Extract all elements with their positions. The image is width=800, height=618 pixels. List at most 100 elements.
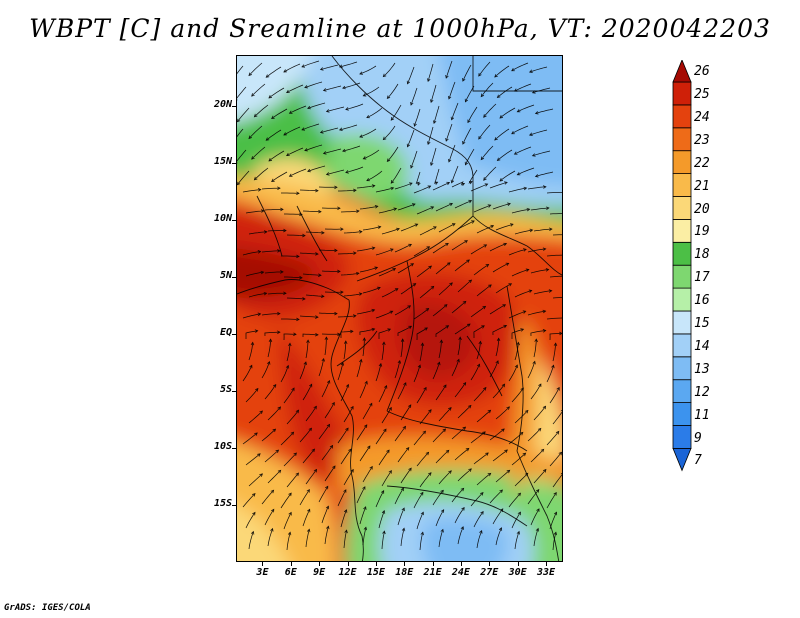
streamline [552,297,562,299]
streamline-arrow [434,181,439,185]
streamline-arrow [250,530,255,535]
streamline-arrow [422,430,427,435]
streamline-arrow [363,526,368,531]
streamline-arrow [302,297,306,301]
streamline [549,387,560,404]
streamline-arrow [424,327,428,331]
streamline-arrow [517,492,522,497]
streamline [302,384,313,401]
streamline-arrow [288,173,293,177]
streamline [514,342,519,361]
streamline [283,452,297,467]
streamline [532,150,551,157]
streamline [457,526,464,545]
lon-tick-mark [460,562,462,566]
streamline [451,240,468,251]
streamline [359,65,377,75]
streamline [432,428,446,443]
streamline [299,427,312,443]
streamline [532,87,551,94]
streamline [416,452,429,467]
streamline [435,262,451,275]
streamline [299,315,319,318]
streamline [448,144,456,163]
streamline-arrow [538,383,542,387]
map-plot-area [236,55,563,562]
streamline [514,473,529,487]
colorbar [672,60,692,472]
streamline-arrow [466,323,471,327]
streamline [407,129,415,147]
streamline-arrow [525,268,530,272]
streamline-arrow [428,409,432,413]
streamline-arrow [386,95,391,99]
streamline-arrow [490,224,495,229]
colorbar-label: 22 [694,155,710,171]
streamline-arrow [483,114,487,118]
streamline [499,107,516,119]
streamline [299,489,310,506]
streamline [264,331,280,337]
streamline-arrow [542,405,547,410]
streamline-arrow [377,286,381,291]
streamline-arrow [494,137,498,141]
streamline [552,411,562,425]
streamline-arrow [388,406,392,411]
streamline-arrow [382,530,386,535]
streamline [265,66,282,78]
streamline-arrow [268,338,273,343]
streamline-arrow [389,248,394,252]
streamline [267,339,271,358]
streamline-arrow [325,172,330,176]
streamline-arrow [325,505,330,510]
streamline-arrow [406,143,411,148]
streamline [343,293,362,297]
streamline-arrow [288,492,292,497]
streamline [242,365,253,382]
streamline-arrow [356,209,360,214]
streamline-arrow [440,509,445,513]
colorbar-swatch [672,287,692,312]
streamline-arrow [499,508,504,512]
streamline-arrow [461,506,465,511]
colorbar-swatch [672,379,692,404]
streamline-arrow [507,202,511,206]
streamline-arrow [237,181,241,186]
streamline [473,325,485,338]
streamline-arrow [480,492,484,496]
streamline [284,213,303,215]
streamline-arrow [369,402,373,407]
streamline-arrow [528,289,533,293]
streamline-arrow [560,472,562,475]
streamline [435,325,449,337]
streamline-arrow [468,279,473,284]
streamline-arrow [482,431,486,435]
streamline-arrow [542,309,547,314]
streamline-arrow [522,452,527,457]
streamline-arrow [408,404,412,408]
streamline [489,428,505,441]
streamline [416,387,427,404]
streamline [435,384,447,401]
streamline-arrow [503,242,508,247]
streamline-arrow [488,284,492,288]
streamline-arrow [462,426,467,431]
streamline-arrow [371,327,376,332]
streamline [549,512,557,530]
streamline [318,486,329,503]
streamline-arrow [559,331,562,336]
streamline-arrow [257,453,261,457]
streamline [451,488,464,503]
streamline [489,360,499,378]
streamline [410,150,418,169]
colorbar-label: 18 [694,247,710,263]
streamline-arrow [254,432,258,436]
streamline [366,170,383,182]
colorbar-label: 24 [694,109,710,125]
lon-tick-label: 24E [451,567,470,578]
streamline-arrow [484,183,489,187]
software-credit: GrADS: IGES/COLA [4,603,91,613]
streamline-arrow [322,88,327,92]
lon-tick-label: 15E [366,567,385,578]
streamline-arrow [334,248,338,253]
